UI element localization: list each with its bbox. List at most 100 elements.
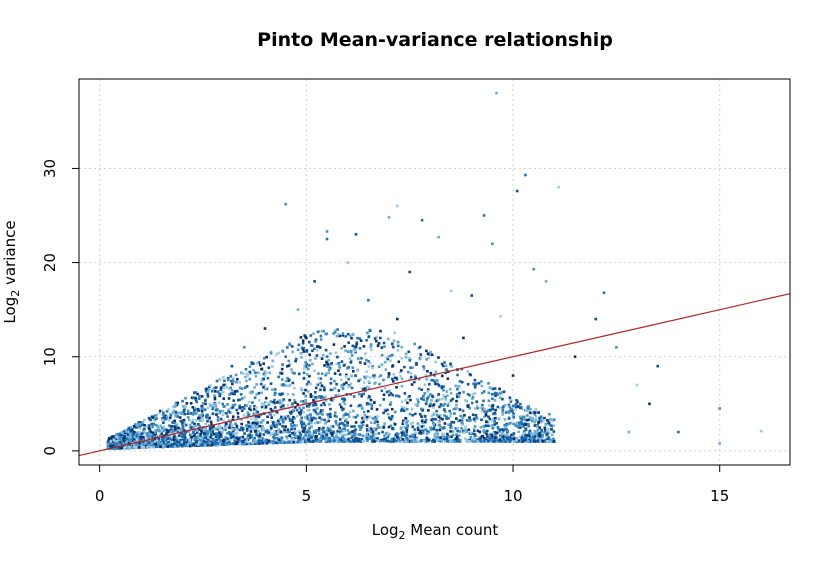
data-point	[439, 416, 442, 420]
data-point	[371, 432, 375, 436]
data-point	[385, 431, 388, 435]
data-point	[125, 437, 129, 440]
data-point	[338, 426, 342, 430]
data-point	[456, 429, 460, 433]
data-point	[360, 440, 363, 443]
data-point	[442, 388, 445, 392]
data-point	[230, 423, 234, 427]
data-point	[216, 419, 220, 422]
data-point	[288, 430, 291, 434]
data-point	[278, 422, 282, 426]
data-point	[528, 434, 531, 438]
data-point	[268, 371, 272, 375]
data-point	[277, 375, 280, 379]
data-point	[501, 397, 504, 401]
data-point	[340, 384, 343, 388]
data-point	[459, 414, 462, 418]
data-point	[221, 430, 224, 433]
data-point	[482, 429, 485, 433]
data-point	[533, 430, 537, 433]
data-point	[255, 393, 259, 396]
data-point	[321, 434, 325, 438]
data-point	[354, 415, 357, 419]
data-point	[473, 386, 477, 389]
data-point	[329, 381, 333, 385]
data-point	[297, 343, 301, 347]
data-point	[288, 411, 292, 414]
data-point	[191, 413, 195, 416]
data-point	[147, 424, 151, 427]
x-axis-label-main: Log	[372, 521, 399, 539]
data-point	[497, 417, 501, 421]
data-point	[480, 391, 484, 395]
data-point	[427, 395, 430, 398]
data-point	[355, 347, 358, 351]
data-point	[349, 382, 353, 386]
data-point	[418, 345, 422, 349]
data-point	[141, 423, 144, 427]
data-point	[359, 361, 362, 364]
data-point	[439, 436, 442, 439]
data-point	[268, 411, 271, 415]
data-point	[553, 418, 556, 421]
data-point	[209, 404, 212, 408]
data-point	[429, 426, 433, 430]
data-point	[338, 422, 342, 426]
data-point	[541, 433, 544, 437]
data-point	[232, 379, 235, 383]
data-point	[505, 435, 508, 439]
data-point	[515, 189, 519, 193]
data-point	[488, 417, 492, 421]
data-point	[197, 440, 201, 444]
data-point	[283, 418, 287, 422]
data-point	[294, 406, 297, 409]
data-point	[197, 416, 200, 420]
data-point	[229, 433, 232, 436]
data-point	[245, 429, 249, 432]
data-point	[484, 424, 488, 427]
data-point	[303, 364, 307, 368]
data-point	[227, 397, 231, 400]
data-point	[153, 438, 157, 441]
data-point	[261, 442, 265, 445]
data-point	[409, 366, 412, 369]
data-point	[540, 430, 543, 433]
data-point	[759, 429, 763, 433]
data-point	[495, 436, 498, 439]
data-point	[314, 386, 318, 390]
data-point	[437, 423, 441, 427]
data-point	[250, 417, 253, 421]
data-point	[267, 401, 271, 405]
data-point	[241, 439, 244, 443]
data-point	[372, 437, 376, 441]
data-point	[424, 418, 428, 422]
data-point	[354, 421, 358, 424]
data-point	[288, 343, 292, 347]
data-point	[128, 435, 132, 439]
data-point	[409, 398, 412, 402]
data-point	[118, 437, 122, 441]
data-point	[383, 422, 386, 425]
data-point	[285, 435, 288, 439]
data-point	[296, 308, 300, 311]
data-point	[201, 413, 205, 417]
data-point	[364, 376, 367, 380]
data-point	[422, 367, 426, 371]
data-point	[411, 413, 414, 417]
data-point	[300, 437, 304, 440]
data-point	[174, 410, 178, 414]
data-point	[175, 425, 179, 429]
data-point	[404, 399, 407, 402]
data-point	[401, 422, 405, 426]
data-point	[202, 440, 206, 443]
data-point	[362, 388, 365, 391]
data-point	[356, 357, 360, 360]
data-point	[391, 345, 395, 349]
data-point	[410, 440, 413, 443]
data-point	[342, 433, 346, 437]
data-point	[468, 373, 472, 376]
data-point	[656, 364, 660, 368]
data-point	[164, 444, 168, 447]
data-point	[336, 328, 339, 331]
data-point	[323, 418, 326, 422]
